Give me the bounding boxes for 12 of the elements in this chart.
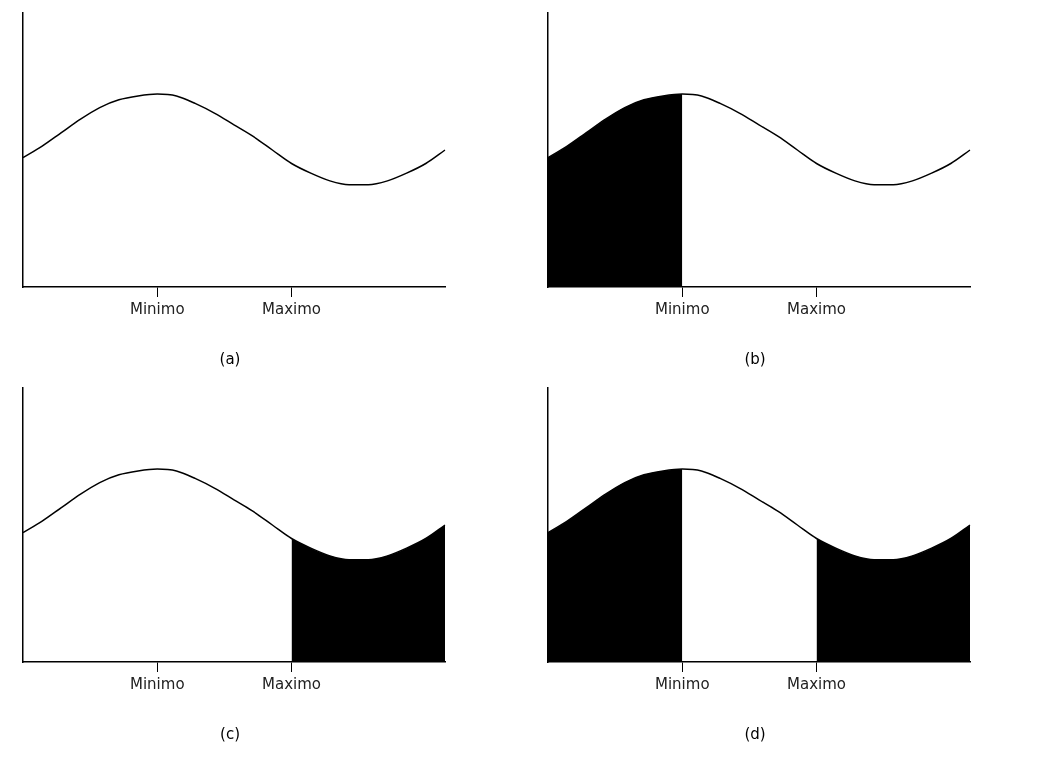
x-tick-label: Minimo xyxy=(129,674,185,693)
x-tick-label: Maximo xyxy=(262,674,322,693)
text: (d) xyxy=(744,724,766,743)
text: (c) xyxy=(220,724,240,743)
x-tick-label: Minimo xyxy=(654,674,710,693)
x-tick-label: Maximo xyxy=(787,674,847,693)
x-tick-label: Maximo xyxy=(262,299,322,318)
x-tick-label: Maximo xyxy=(787,299,847,318)
text: (a) xyxy=(219,349,241,368)
text: (b) xyxy=(744,349,766,368)
x-tick-label: Minimo xyxy=(654,299,710,318)
x-tick-label: Minimo xyxy=(129,299,185,318)
